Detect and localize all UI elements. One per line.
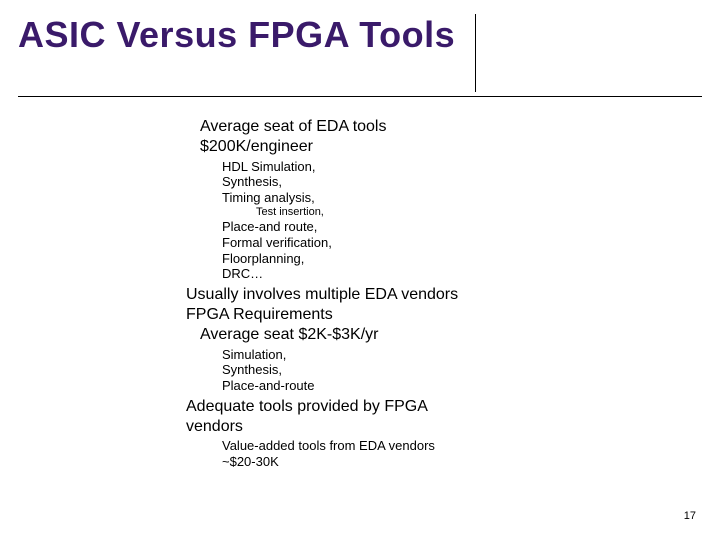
title-area: ASIC Versus FPGA Tools <box>18 14 702 97</box>
asic-item-floor: Floorplanning, <box>222 251 560 267</box>
slide: ASIC Versus FPGA Tools Average seat of E… <box>0 0 720 540</box>
asic-item-test-insertion: Test insertion, <box>256 206 560 220</box>
fpga-value-add-line1: Value-added tools from EDA vendors <box>222 438 560 454</box>
asic-item-pr: Place-and route, <box>222 219 560 235</box>
asic-item-fv: Formal verification, <box>222 235 560 251</box>
fpga-avg: Average seat $2K-$3K/yr <box>200 326 560 344</box>
asic-item-drc: DRC… <box>222 266 560 282</box>
fpga-item-pr: Place-and-route <box>222 378 560 394</box>
asic-item-hdl: HDL Simulation, <box>222 159 560 175</box>
asic-avg-line2: $200K/engineer <box>200 138 560 156</box>
asic-avg-line1: Average seat of EDA tools <box>200 118 560 136</box>
fpga-adequate-line2: vendors <box>186 418 560 436</box>
title-row: ASIC Versus FPGA Tools <box>18 14 702 92</box>
asic-multi-vendor: Usually involves multiple EDA vendors <box>186 286 560 304</box>
asic-item-synth: Synthesis, <box>222 174 560 190</box>
vertical-divider <box>475 14 476 92</box>
asic-item-timing: Timing analysis, <box>222 190 560 206</box>
fpga-heading: FPGA Requirements <box>186 306 560 324</box>
content-body: Average seat of EDA tools $200K/engineer… <box>200 118 560 470</box>
horizontal-divider <box>18 96 702 97</box>
slide-title: ASIC Versus FPGA Tools <box>18 14 455 56</box>
fpga-adequate-line1: Adequate tools provided by FPGA <box>186 398 560 416</box>
page-number: 17 <box>684 510 696 522</box>
fpga-value-add-line2: ~$20-30K <box>222 454 560 470</box>
fpga-item-sim: Simulation, <box>222 347 560 363</box>
fpga-item-synth: Synthesis, <box>222 362 560 378</box>
